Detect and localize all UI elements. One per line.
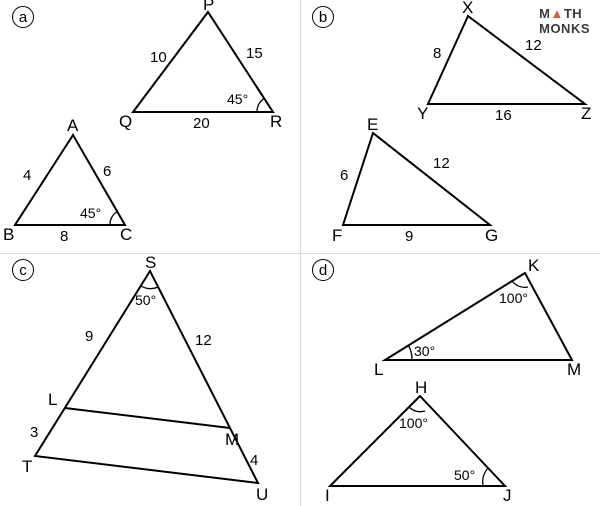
quadrant-d: d K L M 100° 30° H I J 100° 50° <box>300 253 600 506</box>
angle-arc-r <box>257 99 264 112</box>
angle-j: 50° <box>454 467 475 483</box>
angle-arc-k <box>512 281 528 287</box>
side-fg: 9 <box>405 228 413 245</box>
vertex-a: A <box>67 116 79 135</box>
vertex-c: C <box>120 225 132 244</box>
side-ef: 6 <box>340 167 348 184</box>
side-pr: 15 <box>246 45 263 62</box>
vertex-m2: M <box>567 360 581 379</box>
side-qr: 20 <box>193 115 210 132</box>
side-yz: 16 <box>495 107 512 124</box>
diagram-b: X Y Z 8 12 16 E F G 6 12 9 <box>300 0 600 253</box>
triangle-efg <box>343 133 490 225</box>
vertex-q: Q <box>119 112 132 131</box>
vertex-u: U <box>256 485 268 504</box>
triangle-xyz <box>428 16 585 104</box>
side-eg: 12 <box>433 155 450 172</box>
angle-arc-j <box>483 468 488 486</box>
side-xy: 8 <box>433 45 441 62</box>
diagram-a: P Q R 10 15 20 45° A B C 4 6 8 45° <box>0 0 300 253</box>
angle-r: 45° <box>227 91 248 107</box>
vertex-j: J <box>503 486 512 505</box>
angle-h: 100° <box>399 415 428 431</box>
angle-arc-s <box>141 286 158 289</box>
diagram-c: S L M T U 9 12 3 4 50° <box>0 253 300 506</box>
side-xz: 12 <box>525 37 542 54</box>
vertex-b: B <box>3 225 14 244</box>
quadrant-b: b X Y Z 8 12 16 E F G 6 12 9 <box>300 0 600 253</box>
angle-arc-l <box>409 346 413 361</box>
side-mu: 4 <box>250 452 258 469</box>
vertex-k: K <box>528 256 540 275</box>
vertex-e: E <box>367 115 378 134</box>
side-bc: 8 <box>60 228 68 245</box>
vertex-g: G <box>485 226 498 245</box>
vertex-m: M <box>225 430 239 449</box>
vertex-p: P <box>203 0 214 14</box>
vertex-z: Z <box>581 104 591 123</box>
quadrant-a: a P Q R 10 15 20 45° A B C 4 6 8 45° <box>0 0 300 253</box>
vertex-f: F <box>332 226 342 245</box>
vertex-l: L <box>48 390 57 409</box>
side-pq: 10 <box>150 49 167 66</box>
vertex-y: Y <box>417 104 428 123</box>
side-lt: 3 <box>30 424 38 441</box>
angle-arc-h <box>409 407 425 412</box>
vertex-x: X <box>462 0 473 17</box>
vertex-i: I <box>325 486 330 505</box>
side-sm: 12 <box>195 332 212 349</box>
vertex-s: S <box>145 253 156 272</box>
quadrant-c: c S L M T U 9 12 3 4 50° <box>0 253 300 506</box>
vertex-t: T <box>22 457 32 476</box>
page: M▲TH MONKS a P Q R 10 15 20 45° A B C 4 … <box>0 0 600 506</box>
angle-c: 45° <box>80 205 101 221</box>
segment-lm <box>65 408 230 428</box>
vertex-h: H <box>415 378 427 397</box>
triangle-abc <box>15 135 125 225</box>
diagram-d: K L M 100° 30° H I J 100° 50° <box>300 253 600 506</box>
side-ac: 6 <box>103 163 111 180</box>
angle-l: 30° <box>414 343 435 359</box>
angle-k: 100° <box>499 290 528 306</box>
vertex-r: R <box>270 112 282 131</box>
side-sl: 9 <box>85 328 93 345</box>
side-ab: 4 <box>23 167 31 184</box>
angle-arc-c <box>110 212 117 225</box>
vertex-l2: L <box>374 360 383 379</box>
angle-s: 50° <box>135 292 156 308</box>
triangle-hij <box>330 396 505 486</box>
